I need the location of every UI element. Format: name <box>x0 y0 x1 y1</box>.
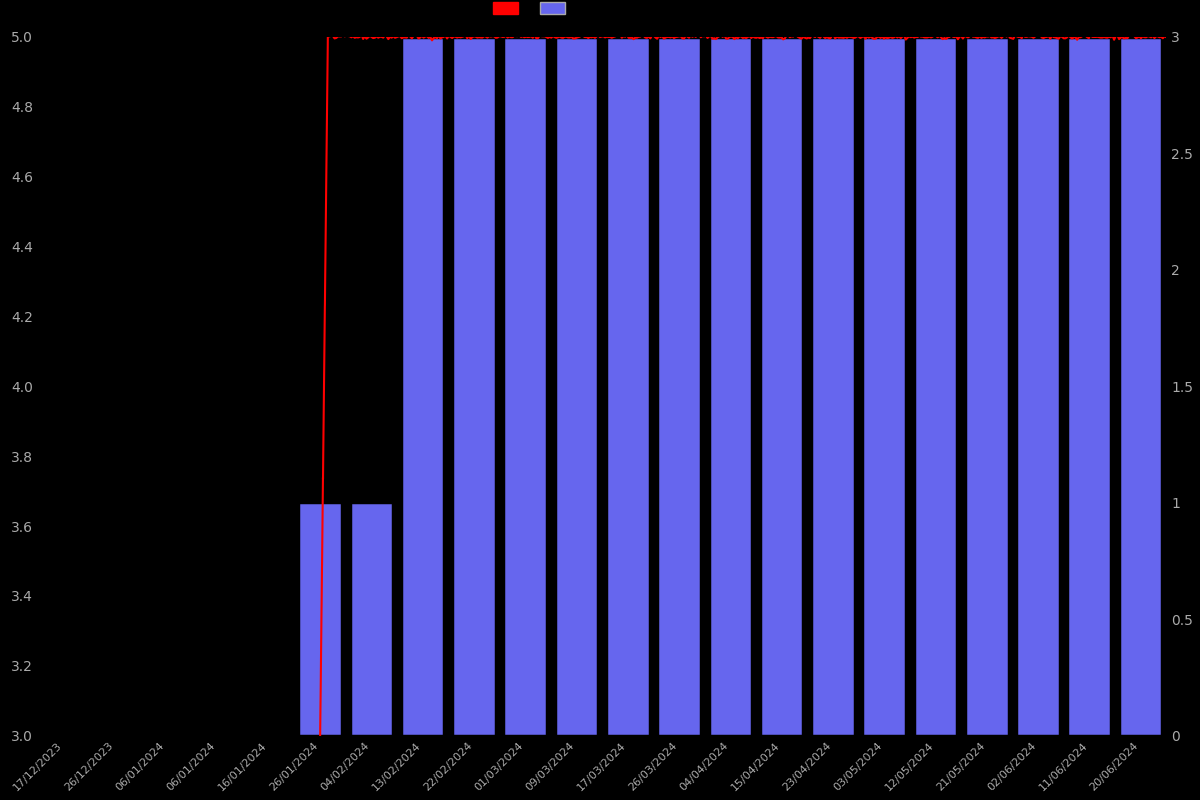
Bar <box>913 37 958 736</box>
Bar <box>658 37 701 736</box>
Bar <box>1118 37 1163 736</box>
Bar <box>1068 37 1111 736</box>
Bar <box>554 37 599 736</box>
Legend: , : , <box>493 2 576 16</box>
Bar <box>452 37 496 736</box>
Bar <box>349 502 394 736</box>
Bar <box>965 37 1008 736</box>
Bar <box>708 37 752 736</box>
Bar <box>504 37 547 736</box>
Bar <box>760 37 804 736</box>
Bar <box>811 37 854 736</box>
Bar <box>863 37 906 736</box>
Bar <box>299 502 342 736</box>
Bar <box>606 37 649 736</box>
Bar <box>1016 37 1060 736</box>
Bar <box>401 37 444 736</box>
